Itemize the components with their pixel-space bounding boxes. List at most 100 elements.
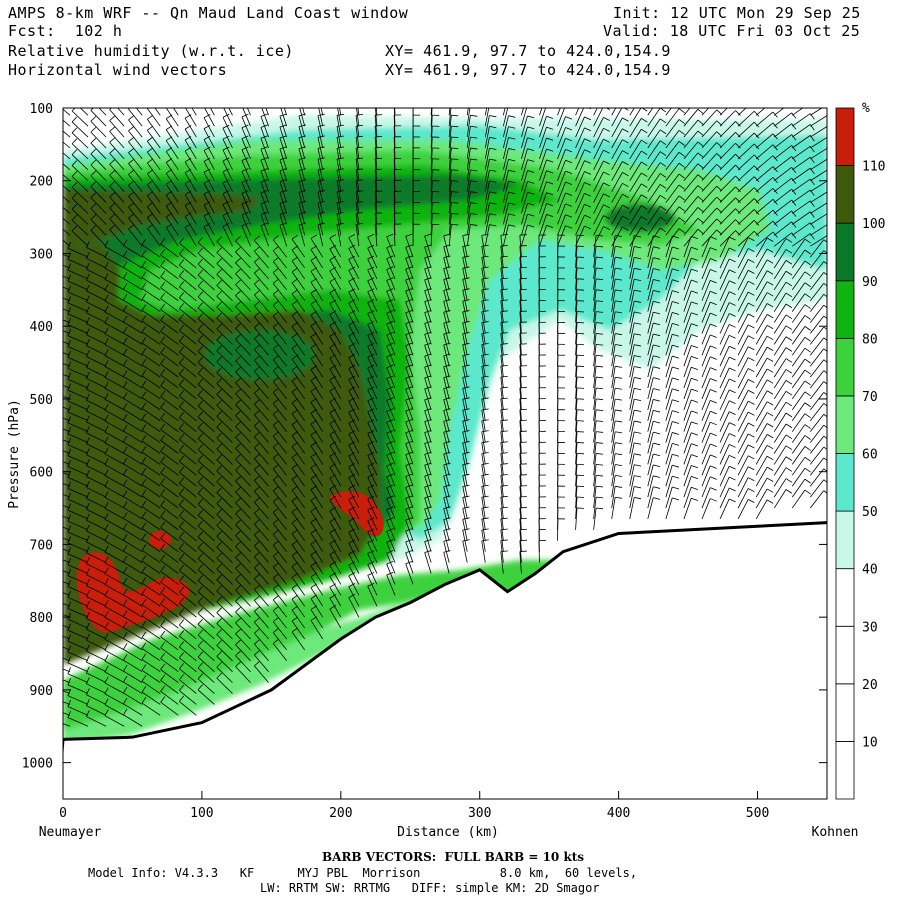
wind-barb-feather bbox=[141, 489, 147, 496]
wind-barb bbox=[719, 269, 730, 291]
wind-barb-feather bbox=[49, 635, 52, 642]
wind-barb bbox=[298, 181, 306, 203]
wind-barb bbox=[348, 466, 360, 487]
wind-barb bbox=[247, 108, 251, 116]
wind-barb-feather bbox=[160, 674, 166, 681]
wind-barb-feather bbox=[160, 347, 166, 354]
wind-barb-feather bbox=[710, 269, 717, 273]
wind-barb bbox=[67, 673, 89, 683]
wind-barb-feather bbox=[641, 150, 648, 156]
wind-barb bbox=[466, 126, 471, 149]
wind-barb bbox=[197, 383, 215, 400]
wind-barb-feather bbox=[160, 281, 166, 288]
wind-barb-feather bbox=[197, 411, 203, 418]
wind-barb-feather bbox=[178, 663, 185, 669]
wind-barb bbox=[160, 265, 179, 280]
wind-barb bbox=[737, 401, 749, 421]
wind-barb bbox=[647, 399, 654, 421]
wind-barb bbox=[405, 247, 414, 269]
wind-barb-feather bbox=[443, 495, 451, 499]
wind-barb bbox=[216, 459, 233, 476]
wind-barb-feather bbox=[197, 597, 203, 603]
wind-barb bbox=[737, 259, 749, 280]
wind-barb bbox=[291, 566, 306, 585]
wind-barb bbox=[367, 367, 378, 389]
wind-barb bbox=[63, 206, 71, 214]
wind-barb bbox=[104, 682, 125, 694]
wind-barb-feather bbox=[67, 274, 72, 282]
wind-barb bbox=[104, 377, 125, 389]
wind-barb-feather bbox=[123, 468, 128, 475]
rh-band-100b bbox=[63, 190, 240, 250]
wind-barb-feather bbox=[67, 569, 72, 576]
wind-barb-feather bbox=[310, 299, 318, 305]
wind-barb-feather bbox=[355, 135, 364, 138]
wind-barb-feather bbox=[405, 375, 413, 379]
wind-barb bbox=[104, 551, 125, 563]
wind-barb bbox=[216, 426, 233, 443]
wind-barb-feather bbox=[104, 632, 109, 640]
wind-barb-feather bbox=[53, 128, 58, 133]
wind-barb-feather bbox=[791, 232, 797, 239]
wind-barb-feather bbox=[489, 169, 497, 172]
wind-barb-feather bbox=[272, 606, 279, 612]
wind-barb bbox=[755, 445, 768, 465]
wind-barb bbox=[160, 309, 179, 323]
wind-barb-feather bbox=[235, 377, 241, 384]
wind-barb-feather bbox=[424, 288, 432, 292]
wind-barb-feather bbox=[67, 241, 72, 249]
wind-barb-feather bbox=[260, 211, 268, 216]
wind-barb bbox=[179, 624, 197, 640]
wind-barb bbox=[86, 596, 107, 607]
wind-barb-feather bbox=[272, 475, 279, 481]
wind-barb bbox=[791, 304, 806, 323]
chart-title: AMPS 8-km WRF -- Qn Maud Land Coast wind… bbox=[8, 4, 409, 22]
wind-barb bbox=[86, 497, 107, 509]
wind-barb bbox=[291, 609, 306, 629]
wind-barb bbox=[386, 323, 396, 345]
wind-barb bbox=[405, 279, 414, 301]
wind-barb bbox=[575, 246, 578, 269]
wind-barb-feather bbox=[235, 235, 241, 242]
wind-barb bbox=[291, 435, 306, 454]
wind-barb bbox=[701, 196, 717, 214]
wind-barb bbox=[216, 263, 233, 280]
x-tick-label: 100 bbox=[190, 806, 213, 821]
wind-barb bbox=[104, 704, 125, 716]
wind-barb bbox=[71, 165, 89, 182]
wind-barb bbox=[179, 592, 197, 607]
wind-barb-feather bbox=[104, 643, 109, 651]
wind-barb-feather bbox=[546, 94, 553, 96]
wind-barb bbox=[184, 161, 197, 181]
wind-barb-feather bbox=[481, 364, 489, 367]
wind-barb bbox=[179, 352, 197, 367]
wind-barb bbox=[773, 199, 792, 214]
wind-barb bbox=[386, 574, 396, 596]
wind-barb bbox=[216, 525, 233, 542]
wind-barb bbox=[179, 690, 197, 705]
wind-barb-feather bbox=[254, 519, 260, 525]
wind-barb-feather bbox=[178, 499, 185, 506]
wind-barb-feather bbox=[672, 344, 680, 348]
wind-barb bbox=[367, 487, 378, 509]
wind-barb-feather bbox=[178, 281, 185, 288]
wind-barb bbox=[63, 330, 71, 334]
wind-barb bbox=[424, 388, 432, 410]
wind-barb bbox=[466, 147, 471, 170]
wind-barb-feather bbox=[766, 303, 774, 308]
wind-barb-feather bbox=[216, 301, 222, 308]
wind-barb-feather bbox=[489, 147, 497, 150]
wind-barb bbox=[424, 312, 432, 334]
wind-barb bbox=[272, 315, 287, 334]
wind-barb-feather bbox=[49, 646, 52, 653]
wind-barb-feather bbox=[641, 128, 648, 134]
wind-barb-feather bbox=[310, 398, 318, 403]
wind-barb-feather bbox=[241, 146, 249, 150]
wind-barb-feather bbox=[785, 456, 793, 461]
wind-barb bbox=[86, 617, 107, 629]
wind-barb-feather bbox=[178, 466, 185, 473]
wind-barb-feather bbox=[672, 290, 680, 294]
wind-barb-feather bbox=[235, 334, 241, 340]
wind-barb-feather bbox=[85, 240, 90, 248]
wind-barb-feather bbox=[197, 356, 203, 363]
